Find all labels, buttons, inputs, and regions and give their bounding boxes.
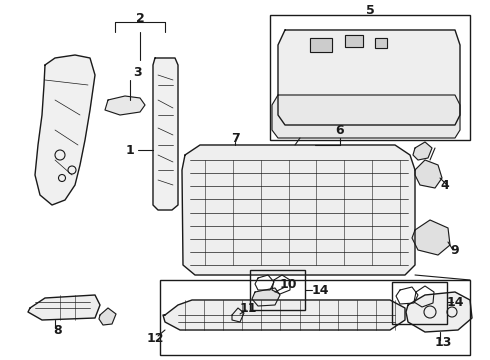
Text: 3: 3: [133, 66, 141, 78]
Text: 14: 14: [311, 284, 329, 297]
Text: 14: 14: [446, 296, 464, 309]
Text: 12: 12: [146, 332, 164, 345]
Polygon shape: [105, 96, 145, 115]
Polygon shape: [345, 35, 363, 47]
Polygon shape: [415, 160, 442, 188]
Polygon shape: [252, 288, 280, 306]
Text: 2: 2: [136, 12, 145, 24]
Text: 9: 9: [451, 243, 459, 256]
Text: 11: 11: [239, 302, 257, 315]
Polygon shape: [28, 295, 100, 320]
Text: 10: 10: [279, 279, 297, 292]
Polygon shape: [153, 58, 178, 210]
Polygon shape: [406, 292, 472, 332]
Polygon shape: [375, 38, 387, 48]
Text: 4: 4: [441, 179, 449, 192]
Polygon shape: [413, 142, 432, 160]
Text: 1: 1: [125, 144, 134, 157]
Polygon shape: [182, 145, 415, 275]
Polygon shape: [99, 308, 116, 325]
Polygon shape: [232, 308, 244, 322]
Polygon shape: [278, 30, 460, 125]
Polygon shape: [35, 55, 95, 205]
Polygon shape: [310, 38, 332, 52]
Text: 7: 7: [231, 131, 240, 144]
Text: 8: 8: [54, 324, 62, 337]
Polygon shape: [272, 95, 460, 138]
Text: 6: 6: [336, 123, 344, 136]
Polygon shape: [163, 300, 405, 330]
Polygon shape: [412, 220, 450, 255]
Text: 13: 13: [434, 336, 452, 348]
Text: 5: 5: [366, 4, 374, 17]
